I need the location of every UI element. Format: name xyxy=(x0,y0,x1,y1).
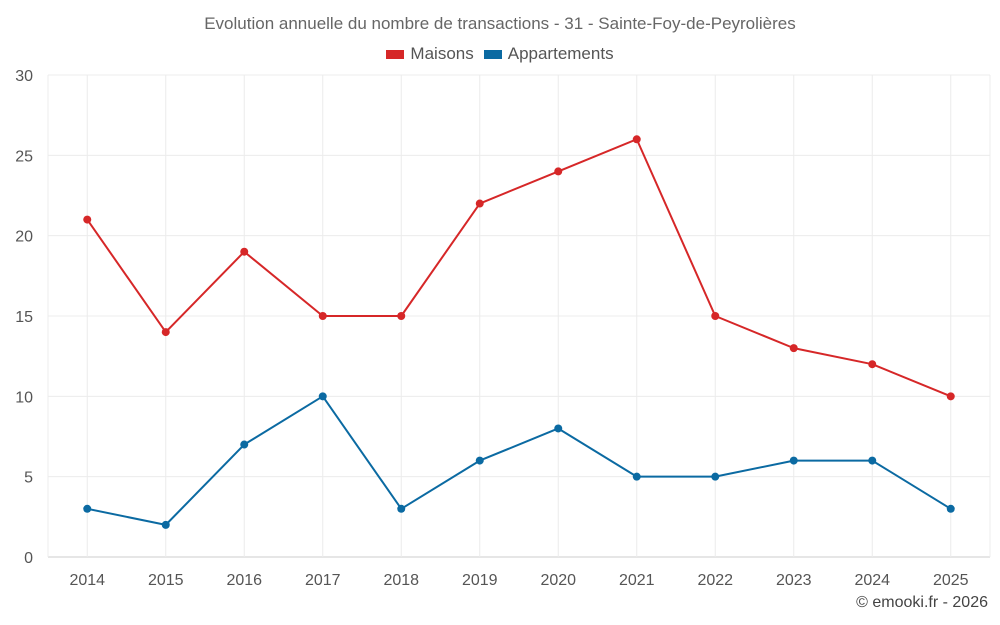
y-tick-label: 20 xyxy=(15,229,33,246)
data-point-maisons-2014 xyxy=(83,215,92,224)
chart-title: Evolution annuelle du nombre de transact… xyxy=(204,14,796,33)
y-tick-label: 30 xyxy=(15,68,33,85)
series-line-maisons xyxy=(86,138,952,398)
x-tick-label: 2014 xyxy=(69,572,105,589)
data-point-maisons-2024 xyxy=(868,360,877,369)
x-tick-label: 2024 xyxy=(854,572,890,589)
data-point-appartements-2024 xyxy=(868,456,877,465)
x-tick-label: 2021 xyxy=(619,572,655,589)
credit-text: © emooki.fr - 2026 xyxy=(856,594,988,611)
y-tick-label: 0 xyxy=(24,550,33,567)
data-point-appartements-2019 xyxy=(475,456,484,465)
data-point-appartements-2017 xyxy=(318,392,327,401)
y-tick-label: 10 xyxy=(15,389,33,406)
legend-label-maisons: Maisons xyxy=(410,44,474,63)
legend-label-appartements: Appartements xyxy=(507,44,614,63)
data-point-appartements-2018 xyxy=(397,504,406,513)
data-point-appartements-2021 xyxy=(632,472,641,481)
data-point-maisons-2016 xyxy=(240,247,249,256)
data-point-maisons-2017 xyxy=(318,312,327,320)
x-tick-label: 2016 xyxy=(226,572,262,589)
x-tick-label: 2022 xyxy=(697,572,733,589)
series-line-appartements xyxy=(87,395,952,526)
data-point-maisons-2015 xyxy=(161,328,170,337)
data-point-maisons-2022 xyxy=(711,312,720,320)
x-tick-label: 2017 xyxy=(305,572,341,589)
data-point-maisons-2023 xyxy=(789,344,798,353)
legend-item-appartements[interactable]: Appartements xyxy=(483,44,614,64)
data-point-appartements-2016 xyxy=(240,440,249,449)
data-point-maisons-2025 xyxy=(946,392,955,401)
x-tick-label: 2015 xyxy=(148,572,184,589)
legend-item-maisons[interactable]: Maisons xyxy=(386,44,474,64)
x-tick-label: 2019 xyxy=(462,572,498,589)
y-tick-label: 5 xyxy=(24,470,33,487)
data-point-maisons-2018 xyxy=(397,312,406,320)
data-point-appartements-2023 xyxy=(789,456,798,465)
legend: Maisons Appartements xyxy=(0,44,1000,64)
y-tick-label: 15 xyxy=(15,309,33,326)
data-point-appartements-2025 xyxy=(946,504,955,513)
data-point-maisons-2021 xyxy=(632,135,641,144)
data-point-appartements-2014 xyxy=(83,504,92,513)
data-point-maisons-2019 xyxy=(475,199,484,208)
legend-swatch-maisons xyxy=(386,49,405,59)
x-tick-label: 2023 xyxy=(776,572,812,589)
x-tick-label: 2018 xyxy=(383,572,419,589)
x-tick-label: 2020 xyxy=(540,572,576,589)
data-point-appartements-2020 xyxy=(554,424,563,433)
y-tick-label: 25 xyxy=(15,148,33,165)
legend-swatch-appartements xyxy=(483,49,502,59)
data-point-appartements-2022 xyxy=(711,472,720,481)
data-point-appartements-2015 xyxy=(161,520,170,529)
data-point-maisons-2020 xyxy=(554,167,563,176)
x-tick-label: 2025 xyxy=(933,572,969,589)
